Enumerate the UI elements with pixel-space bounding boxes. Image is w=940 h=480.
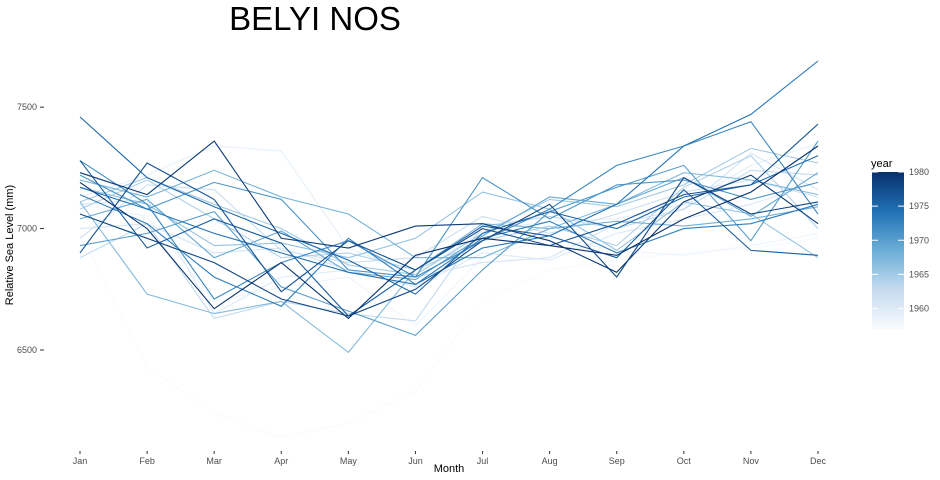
x-tick-label: Jul bbox=[477, 456, 489, 466]
series-line-1976 bbox=[80, 161, 818, 316]
x-tick-label: May bbox=[340, 456, 358, 466]
y-axis-title: Relative Sea Level (mm) bbox=[4, 185, 16, 305]
chart-title: BELYI NOS bbox=[229, 0, 401, 37]
x-tick-label: Apr bbox=[274, 456, 288, 466]
x-tick-label: Mar bbox=[206, 456, 222, 466]
legend-tick-label: 1980 bbox=[909, 167, 929, 177]
x-tick-label: Aug bbox=[542, 456, 558, 466]
x-tick-label: Dec bbox=[810, 456, 827, 466]
legend-tick-label: 1975 bbox=[909, 201, 929, 211]
x-tick-label: Sep bbox=[609, 456, 625, 466]
legend-title: year bbox=[871, 158, 893, 170]
x-axis-title: Month bbox=[434, 463, 465, 475]
y-tick-label: 7500 bbox=[17, 102, 37, 112]
series-layer bbox=[80, 61, 818, 437]
y-axis: 6500 7000 7500 bbox=[17, 102, 44, 355]
x-tick-label: Jun bbox=[408, 456, 423, 466]
legend-colorbar bbox=[872, 172, 904, 329]
legend-tick-label: 1970 bbox=[909, 235, 929, 245]
y-tick-label: 6500 bbox=[17, 345, 37, 355]
series-line-1967 bbox=[80, 173, 818, 353]
x-tick-label: Nov bbox=[743, 456, 760, 466]
x-tick-label: Feb bbox=[139, 456, 155, 466]
color-legend: year 1960 1965 1970 1975 1980 bbox=[871, 158, 929, 329]
y-tick-label: 7000 bbox=[17, 224, 37, 234]
legend-tick-label: 1965 bbox=[909, 269, 929, 279]
x-tick-label: Oct bbox=[677, 456, 692, 466]
x-tick-label: Jan bbox=[73, 456, 88, 466]
legend-tick-label: 1960 bbox=[909, 304, 929, 314]
